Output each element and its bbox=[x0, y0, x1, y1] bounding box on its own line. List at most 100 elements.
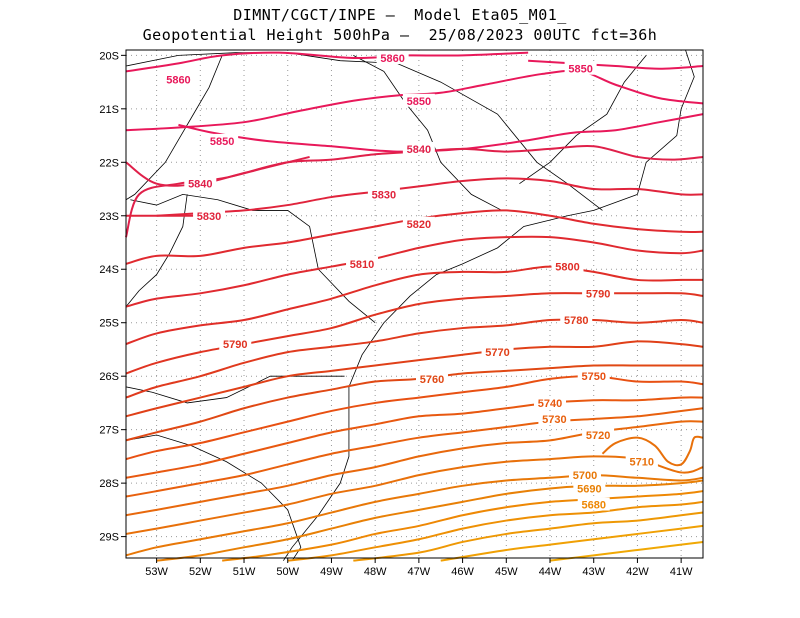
y-tick-label: 21S bbox=[99, 104, 119, 116]
contour-label-5720: 5720 bbox=[586, 430, 610, 442]
contour-5660 bbox=[353, 511, 704, 562]
contour-label-5810: 5810 bbox=[350, 259, 374, 271]
contour-label-5750: 5750 bbox=[581, 371, 605, 383]
contour-5810 bbox=[125, 235, 704, 308]
contour-label-5840: 5840 bbox=[188, 179, 212, 191]
contour-label-5800: 5800 bbox=[555, 262, 579, 274]
contour-5650 bbox=[440, 524, 704, 562]
x-tick-label: 46W bbox=[451, 566, 474, 578]
x-tick-label: 53W bbox=[145, 566, 168, 578]
contour-label-5790: 5790 bbox=[223, 339, 247, 351]
x-tick-label: 45W bbox=[495, 566, 518, 578]
x-axis-ticks: 53W 52W 51W 50W 49W 48W 47W 46W 45W 44W 43W 42W 41W bbox=[145, 558, 693, 578]
x-tick-label: 41W bbox=[670, 566, 693, 578]
contour-5670 bbox=[287, 500, 704, 562]
contour-label-bg bbox=[193, 208, 226, 222]
contour-label-5860: 5860 bbox=[166, 74, 190, 86]
x-tick-label: 44W bbox=[539, 566, 562, 578]
x-tick-label: 43W bbox=[582, 566, 605, 578]
contour-label-5760: 5760 bbox=[420, 374, 444, 386]
contour-label-5680: 5680 bbox=[581, 500, 605, 512]
contour-label-5830: 5830 bbox=[197, 211, 221, 223]
contour-label-5850: 5850 bbox=[568, 64, 592, 76]
contour-5840 bbox=[125, 155, 310, 238]
coast-border-line bbox=[283, 49, 695, 561]
contour-label-5740: 5740 bbox=[538, 398, 562, 410]
contour-5860 bbox=[401, 51, 529, 57]
contour-label-5830: 5830 bbox=[372, 189, 396, 201]
contour-label-bg bbox=[184, 176, 217, 190]
coastline bbox=[125, 49, 695, 561]
y-tick-label: 27S bbox=[99, 425, 119, 437]
contour-label-bg bbox=[367, 187, 400, 201]
contour-5770 bbox=[125, 340, 704, 418]
x-tick-label: 49W bbox=[320, 566, 343, 578]
x-tick-label: 47W bbox=[408, 566, 431, 578]
x-tick-label: 42W bbox=[626, 566, 649, 578]
y-tick-label: 29S bbox=[99, 532, 119, 544]
contour-label-bg bbox=[402, 93, 435, 107]
title-line-1: DIMNT/CGCT/INPE – Model Eta05_M01_ bbox=[233, 6, 567, 24]
plot-frame bbox=[125, 49, 704, 559]
contour-label-bg bbox=[219, 337, 252, 351]
contour-label-5700: 5700 bbox=[573, 470, 597, 482]
contour-5710 bbox=[125, 455, 704, 535]
contour-label-5730: 5730 bbox=[542, 414, 566, 426]
contour-5850 bbox=[528, 59, 704, 70]
contour-label-bg bbox=[582, 428, 615, 442]
contour-label-5840: 5840 bbox=[407, 144, 431, 156]
contour-5700 bbox=[125, 474, 704, 557]
contour-label-bg bbox=[625, 454, 658, 468]
coast-border-line bbox=[125, 55, 223, 201]
x-tick-label: 48W bbox=[364, 566, 387, 578]
title-line-2: Geopotential Height 500hPa – 25/08/2023 … bbox=[142, 26, 658, 44]
coast-border-line bbox=[130, 193, 376, 324]
contour-label-5790: 5790 bbox=[586, 288, 610, 300]
contour-label-bg bbox=[402, 141, 435, 155]
contour-label-bg bbox=[346, 256, 379, 270]
contour-5850 bbox=[125, 69, 704, 132]
contour-label-5850: 5850 bbox=[407, 96, 431, 108]
contour-5730 bbox=[125, 407, 704, 498]
contour-label-bg bbox=[564, 61, 597, 75]
contour-5680 bbox=[222, 490, 704, 562]
contour-5690 bbox=[156, 479, 704, 562]
y-axis-ticks: 20S 21S 22S 23S 24S 25S 26S 27S 28S 29S bbox=[99, 50, 126, 544]
contour-label-bg bbox=[560, 313, 593, 327]
y-tick-label: 25S bbox=[99, 318, 119, 330]
y-tick-label: 28S bbox=[99, 478, 119, 490]
contour-label-bg bbox=[481, 345, 514, 359]
contour-5750 bbox=[125, 375, 704, 461]
contour-5640 bbox=[549, 540, 704, 562]
contour-label-bg bbox=[415, 371, 448, 385]
contour-5830 bbox=[156, 177, 704, 217]
contour-5780 bbox=[125, 318, 704, 399]
coast-border-line bbox=[125, 194, 188, 307]
contour-5860 bbox=[125, 51, 402, 73]
coast-border-line bbox=[125, 434, 302, 561]
contour-label-5710: 5710 bbox=[630, 457, 654, 469]
contour-label-bg bbox=[577, 497, 610, 511]
y-tick-label: 22S bbox=[99, 157, 119, 169]
y-tick-label: 20S bbox=[99, 50, 119, 62]
contour-label-bg bbox=[573, 481, 606, 495]
contour-5710 bbox=[601, 435, 704, 467]
contour-5800 bbox=[125, 265, 703, 346]
contour-labels: 5860 5860 5850 5850 5850 5840 5840 5830 5830 5820… bbox=[162, 51, 658, 512]
x-tick-label: 52W bbox=[189, 566, 212, 578]
contour-label-bg bbox=[534, 395, 567, 409]
contour-label-5780: 5780 bbox=[564, 315, 588, 327]
contour-label-bg bbox=[206, 133, 239, 147]
contour-label-bg bbox=[376, 51, 409, 65]
contour-5790 bbox=[125, 292, 704, 375]
contour-label-5860: 5860 bbox=[380, 53, 404, 65]
y-tick-label: 24S bbox=[99, 264, 119, 276]
contour-label-5770: 5770 bbox=[485, 347, 509, 359]
contour-label-bg bbox=[568, 468, 601, 482]
contour-label-bg bbox=[538, 411, 571, 425]
x-tick-label: 51W bbox=[233, 566, 256, 578]
coast-border-line bbox=[519, 55, 647, 185]
y-tick-label: 23S bbox=[99, 211, 119, 223]
y-tick-label: 26S bbox=[99, 371, 119, 383]
